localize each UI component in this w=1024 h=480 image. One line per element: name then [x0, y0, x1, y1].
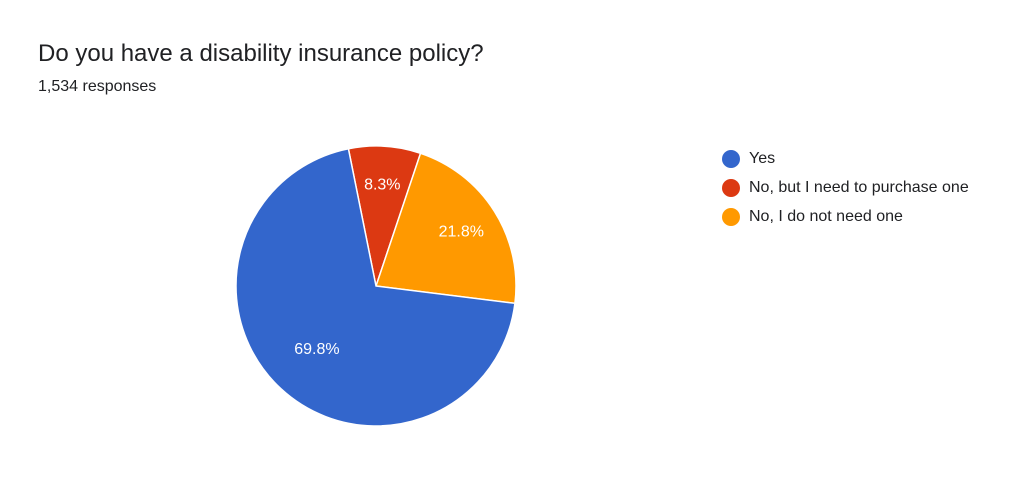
pie-slice-label-1: 8.3%	[364, 177, 400, 194]
legend-swatch-icon	[722, 149, 740, 168]
legend-label: Yes	[749, 149, 776, 167]
chart-title: Do you have a disability insurance polic…	[38, 40, 484, 67]
legend-label: No, I do not need one	[749, 207, 903, 225]
legend-label: No, but I need to purchase one	[749, 178, 969, 196]
legend-swatch-icon	[722, 207, 740, 226]
pie-slice-2[interactable]	[374, 152, 517, 305]
pie-slice-0[interactable]	[235, 147, 516, 427]
response-count: 1,534 responses	[38, 78, 157, 95]
chart-legend: Yes No, but I need to purchase one No, I d…	[722, 144, 969, 231]
legend-item-0[interactable]: Yes	[722, 144, 969, 173]
pie-slice-label-2: 21.8%	[439, 224, 484, 241]
pie-slice-label-0: 69.8%	[294, 341, 339, 358]
legend-item-2[interactable]: No, I do not need one	[722, 202, 969, 231]
legend-swatch-icon	[722, 178, 740, 197]
legend-item-1[interactable]: No, but I need to purchase one	[722, 173, 969, 202]
